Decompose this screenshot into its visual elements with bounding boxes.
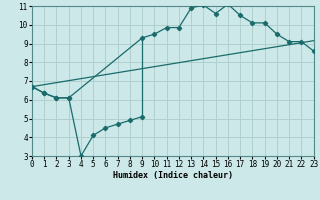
X-axis label: Humidex (Indice chaleur): Humidex (Indice chaleur) [113,171,233,180]
